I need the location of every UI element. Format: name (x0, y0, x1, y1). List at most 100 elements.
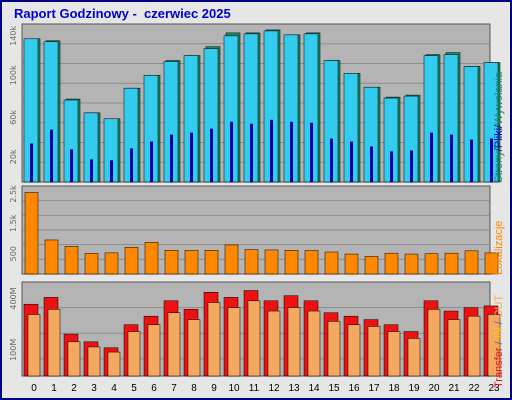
bar-hits-22 (470, 139, 473, 182)
side-label-sep4: / (493, 318, 505, 327)
x-tick-20: 20 (428, 383, 440, 394)
bar-hits-15 (330, 138, 333, 182)
bar-visits-23 (484, 252, 499, 275)
bar-transfer-out-4 (107, 351, 121, 377)
bar-hits-8 (190, 132, 193, 182)
x-tick-4: 4 (111, 383, 117, 394)
side-label-out: OUT (493, 295, 505, 319)
bar-transfer-out-2 (67, 341, 81, 377)
side-label-panel1: Strony/Pliki/Wywołania (493, 71, 505, 183)
x-tick-3: 3 (91, 383, 97, 394)
bar-visits-1 (44, 239, 59, 275)
x-tick-12: 12 (268, 383, 280, 394)
x-tick-11: 11 (249, 383, 260, 394)
x-tick-5: 5 (131, 383, 137, 394)
bar-transfer-out-13 (287, 307, 301, 377)
bar-transfer-out-23 (487, 314, 501, 377)
bar-visits-10 (224, 244, 239, 275)
bar-hits-10 (230, 121, 233, 182)
bar-visits-9 (204, 249, 219, 275)
x-tick-22: 22 (468, 383, 480, 394)
bar-visits-22 (464, 250, 479, 275)
bar-visits-16 (344, 253, 359, 275)
bar-transfer-out-15 (327, 321, 341, 377)
x-tick-19: 19 (408, 383, 420, 394)
bar-hits-14 (310, 122, 313, 182)
bar-visits-8 (184, 249, 199, 275)
bar-hits-4 (110, 160, 113, 182)
bar-hits-1 (50, 129, 53, 182)
y-tick-middle-0: 500 (9, 246, 18, 261)
x-tick-13: 13 (288, 383, 300, 394)
side-label-files: Pliki (493, 128, 505, 148)
bar-transfer-out-0 (27, 314, 41, 377)
x-tick-10: 10 (228, 383, 240, 394)
bar-transfer-out-9 (207, 302, 221, 377)
bar-hits-2 (70, 149, 73, 182)
bar-transfer-out-17 (367, 326, 381, 377)
bar-transfer-out-11 (247, 300, 261, 377)
bar-transfer-out-3 (87, 346, 101, 377)
bar-transfer-out-7 (167, 312, 181, 377)
x-tick-21: 21 (448, 383, 460, 394)
bar-hits-3 (90, 159, 93, 182)
bar-visits-17 (364, 256, 379, 275)
bar-transfer-out-18 (387, 331, 401, 377)
bar-visits-15 (324, 251, 339, 275)
bar-transfer-out-5 (127, 331, 141, 377)
bar-hits-17 (370, 146, 373, 182)
y-tick-top-2: 100k (9, 65, 18, 85)
bar-hits-12 (270, 119, 273, 182)
x-tick-15: 15 (328, 383, 340, 394)
bar-visits-21 (444, 252, 459, 275)
y-tick-middle-1: 1.5k (9, 214, 18, 232)
y-tick-top-1: 60k (9, 110, 18, 125)
x-tick-1: 1 (51, 383, 57, 394)
side-label-sep1: / (493, 147, 505, 151)
bar-hits-21 (450, 134, 453, 182)
bar-transfer-out-12 (267, 310, 281, 377)
bar-hits-19 (410, 150, 413, 182)
bar-hits-13 (290, 121, 293, 182)
bar-visits-2 (64, 246, 79, 275)
x-tick-8: 8 (191, 383, 197, 394)
chart-title: Raport Godzinowy - czerwiec 2025 (14, 6, 231, 21)
bar-hits-18 (390, 151, 393, 182)
bar-visits-18 (384, 252, 399, 275)
bar-hits-6 (150, 141, 153, 182)
bar-transfer-out-22 (467, 315, 481, 377)
x-tick-23: 23 (488, 383, 500, 394)
bar-visits-11 (244, 249, 259, 275)
side-label-visits: Lokalizacje (493, 221, 505, 275)
side-label-in: IN (493, 327, 505, 338)
bar-hits-23 (490, 138, 493, 182)
x-tick-7: 7 (171, 383, 177, 394)
x-tick-18: 18 (388, 383, 400, 394)
bar-hits-0 (30, 143, 33, 182)
y-tick-top-0: 20k (9, 149, 18, 164)
bar-visits-5 (124, 247, 139, 275)
bar-visits-13 (284, 249, 299, 275)
bar-visits-3 (84, 253, 99, 275)
side-label-panel3: Transfer / IN / OUT (493, 295, 505, 388)
bar-visits-14 (304, 250, 319, 275)
bar-visits-4 (104, 252, 119, 275)
y-tick-bottom-0: 100M (9, 339, 18, 361)
bar-transfer-out-10 (227, 307, 241, 377)
bar-transfer-out-8 (187, 319, 201, 377)
x-tick-0: 0 (31, 383, 37, 394)
side-label-sep3: / (493, 338, 505, 347)
bar-transfer-out-14 (307, 310, 321, 377)
side-label-pages: Strony (493, 151, 505, 183)
bar-visits-7 (164, 249, 179, 275)
side-label-hits: Wywołania (493, 71, 505, 125)
bar-transfer-out-16 (347, 324, 361, 377)
bar-visits-12 (264, 249, 279, 275)
side-label-panel2: Lokalizacje (493, 221, 505, 275)
side-label-transfer: Transfer (493, 347, 505, 388)
bar-hits-16 (350, 141, 353, 182)
x-tick-14: 14 (308, 383, 320, 394)
side-label-sep2: / (493, 124, 505, 128)
y-tick-bottom-1: 400M (9, 287, 18, 309)
